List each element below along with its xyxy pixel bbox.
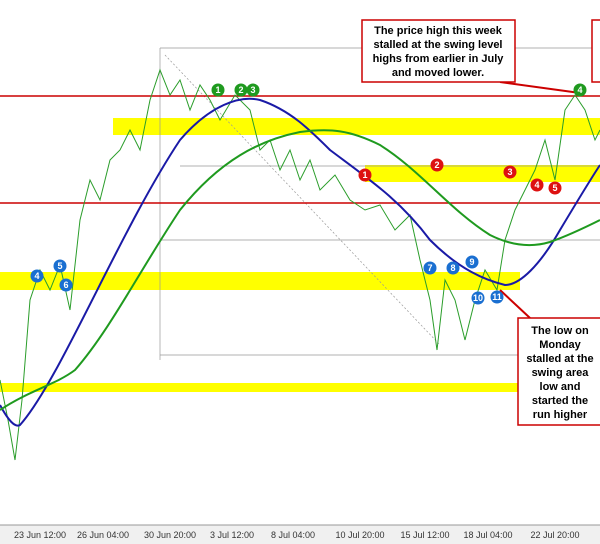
price	[0, 68, 600, 461]
annotation-line: low and	[540, 381, 581, 393]
marker	[234, 83, 248, 97]
marker	[573, 83, 587, 97]
marker	[430, 158, 444, 172]
marker-label: 5	[57, 261, 62, 271]
zone	[365, 165, 600, 182]
annotations: The price high this week stalled at the s…	[373, 25, 594, 421]
ma-blue	[0, 97, 600, 427]
x-labels: 23 Jun 12:00 26 Jun 04:00 30 Jun 20:00 3 Ju…	[14, 530, 580, 540]
x-tick-label: 3 Jul 12:00	[210, 530, 254, 540]
annotation-line: stalled at the swing level	[374, 39, 503, 51]
marker	[211, 83, 225, 97]
annotation-line: The price high this week	[374, 25, 503, 37]
marker	[503, 165, 517, 179]
x-tick-label: 10 Jul 20:00	[335, 530, 384, 540]
marker	[446, 261, 460, 275]
marker-label: 3	[250, 85, 255, 95]
marker	[59, 278, 73, 292]
annotation-line: swing area	[532, 367, 590, 379]
arrow	[499, 81, 581, 94]
x-tick-label: 30 Jun 20:00	[144, 530, 196, 540]
marker	[423, 261, 437, 275]
marker-label: 3	[507, 167, 512, 177]
marker	[471, 291, 485, 305]
annotation-box	[591, 19, 600, 83]
marker-label: 1	[362, 170, 367, 180]
marker-label: 10	[473, 293, 483, 303]
marker	[358, 168, 372, 182]
marker	[465, 255, 479, 269]
annotation-line: started the	[532, 395, 588, 407]
marker-label: 2	[434, 160, 439, 170]
marker-label: 9	[469, 257, 474, 267]
annotation-line: highs from earlier in July	[373, 53, 505, 65]
x-tick-label: 8 Jul 04:00	[271, 530, 315, 540]
marker-label: 1	[215, 85, 220, 95]
annotation-box	[517, 317, 600, 426]
marker	[246, 83, 260, 97]
marker	[53, 259, 67, 273]
x-tick-label: 18 Jul 04:00	[463, 530, 512, 540]
ma-green	[0, 129, 600, 411]
marker	[30, 269, 44, 283]
x-tick-label: 22 Jul 20:00	[530, 530, 579, 540]
marker-label: 4	[534, 180, 539, 190]
x-tick-label: 15 Jul 12:00	[400, 530, 449, 540]
marker-label: 7	[427, 263, 432, 273]
plot-area	[0, 0, 600, 525]
marker-label: 2	[238, 85, 243, 95]
zone	[113, 118, 600, 135]
zone	[0, 272, 520, 290]
annotation-line: Monday	[539, 339, 581, 351]
marker	[530, 178, 544, 192]
x-tick-label: 26 Jun 04:00	[77, 530, 129, 540]
arrow	[499, 289, 531, 319]
marker	[548, 181, 562, 195]
annotation-line: and moved lower.	[392, 67, 484, 79]
annotation-box	[361, 19, 516, 83]
annotation-line: The low on	[531, 325, 589, 337]
marker-label: 5	[552, 183, 557, 193]
marker	[490, 290, 504, 304]
marker-label: 4	[577, 85, 582, 95]
annotation-line: stalled at the	[526, 353, 593, 365]
marker-label: 4	[34, 271, 39, 281]
marker-label: 11	[492, 292, 502, 302]
marker-label: 8	[450, 263, 455, 273]
x-axis	[0, 525, 600, 544]
annotation-line: run higher	[533, 409, 588, 421]
zone	[0, 383, 520, 392]
marker-label: 6	[63, 280, 68, 290]
x-tick-label: 23 Jun 12:00	[14, 530, 66, 540]
